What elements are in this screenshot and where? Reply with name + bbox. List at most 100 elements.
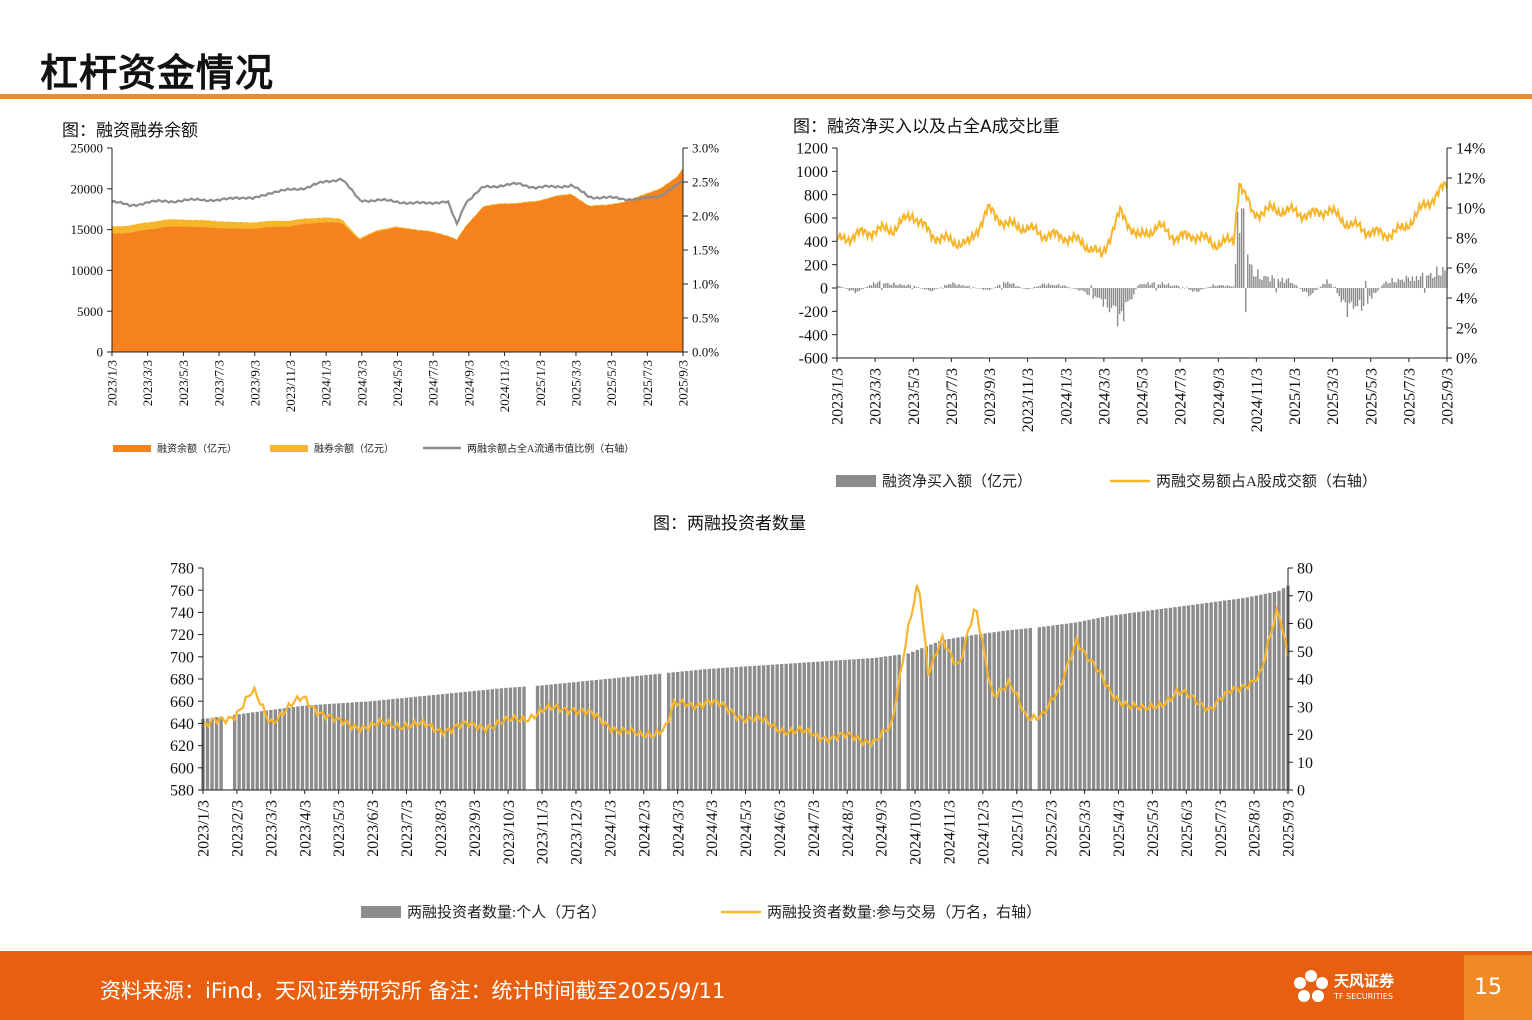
net-buy-bar (1271, 275, 1273, 288)
net-buy-bar (848, 288, 850, 291)
investor-bar (219, 716, 223, 790)
investor-bar (477, 690, 481, 790)
net-buy-bar (1419, 276, 1422, 288)
y-right-tick-label: 6% (1456, 261, 1477, 278)
net-buy-bar (1017, 286, 1019, 288)
investor-bar (892, 655, 897, 790)
investor-bar (1109, 615, 1114, 790)
net-buy-bar (1153, 282, 1155, 288)
net-buy-bar (1021, 287, 1023, 289)
investor-bar (368, 701, 372, 790)
net-buy-bar (1273, 278, 1275, 288)
net-buy-bar (1436, 266, 1438, 288)
investor-bar (924, 646, 929, 790)
net-buy-bar (1403, 281, 1405, 288)
investor-bar (721, 667, 725, 790)
net-buy-bar (958, 283, 960, 288)
investor-bar (1100, 617, 1105, 790)
x-tick-label: 2025/5/3 (1145, 800, 1162, 857)
investor-bar (992, 632, 996, 790)
net-buy-bar (840, 286, 842, 288)
net-buy-bar (1131, 288, 1133, 300)
net-buy-bar (1106, 288, 1109, 308)
net-buy-bar (903, 284, 905, 288)
investor-bar (1042, 626, 1046, 790)
investor-bar (314, 704, 318, 790)
net-buy-bar (1312, 288, 1314, 294)
net-buy-bar (1367, 288, 1369, 304)
x-tick-label: 2024/1/3 (602, 800, 619, 857)
investor-bar (1051, 625, 1055, 790)
x-tick-label: 2023/5/3 (906, 368, 923, 425)
x-tick-label: 2024/9/3 (874, 800, 891, 857)
investor-bar (296, 706, 300, 790)
series-trading-investors-line (202, 584, 1290, 748)
x-tick-label: 2025/4/3 (1111, 800, 1128, 857)
net-buy-bar (1230, 286, 1233, 288)
investor-bar (951, 638, 956, 790)
investor-bar (789, 663, 793, 790)
investor-bar (495, 688, 499, 790)
net-buy-bar (1423, 288, 1426, 293)
y-left-tick-label: 200 (804, 257, 828, 274)
chart2-title: 图：融资净买入以及占全A成交比重 (793, 117, 1060, 137)
investor-bar (553, 684, 558, 790)
x-tick-label: 2024/11/3 (942, 800, 959, 864)
net-buy-bar (1086, 288, 1088, 295)
net-buy-bar (1391, 277, 1393, 288)
net-buy-bar (1216, 285, 1218, 288)
y-right-tick-label: 60 (1297, 616, 1313, 633)
x-tick-label: 2025/3/3 (568, 360, 583, 406)
investor-bar (1182, 605, 1186, 790)
net-buy-bar (1068, 287, 1070, 288)
investor-bar (558, 683, 562, 790)
net-buy-bar (1137, 285, 1139, 288)
net-buy-bar (1110, 288, 1113, 309)
investor-bar (1164, 608, 1168, 790)
net-buy-bar (1005, 283, 1007, 288)
investor-bar (929, 644, 933, 790)
x-tick-label: 2025/3/3 (1077, 800, 1094, 857)
net-buy-bar (1269, 281, 1271, 288)
net-buy-bar (946, 285, 948, 288)
investor-bar (920, 648, 924, 790)
net-buy-bar (1253, 276, 1255, 288)
net-buy-bar (992, 287, 995, 289)
chart3-title: 图：两融投资者数量 (653, 514, 806, 534)
investor-bar (472, 690, 476, 790)
net-buy-bar (970, 288, 972, 289)
investor-bar (1213, 601, 1218, 790)
net-buy-bar (1041, 283, 1044, 288)
x-tick-label: 2025/1/3 (1009, 800, 1026, 857)
investor-bar (1204, 602, 1209, 790)
flower-logo-icon (1294, 970, 1328, 1002)
net-buy-bar (1125, 288, 1127, 303)
y-right-tick-label: 0.5% (692, 311, 719, 326)
y-right-tick-label: 8% (1456, 231, 1477, 248)
net-buy-bar (862, 288, 865, 289)
net-buy-bar (1184, 288, 1186, 289)
net-buy-bar (1277, 278, 1279, 288)
x-tick-label: 2023/8/3 (433, 800, 450, 857)
net-buy-bar (964, 286, 966, 288)
investor-bar (246, 712, 250, 790)
x-tick-label: 2024/9/3 (1211, 368, 1228, 425)
x-tick-label: 2025/1/3 (533, 360, 548, 406)
y-left-tick-label: 660 (170, 694, 194, 711)
net-buy-bar (1023, 288, 1025, 289)
investor-bar (237, 714, 241, 790)
y-left-tick-label: 800 (804, 187, 828, 204)
y-right-tick-label: 14% (1456, 141, 1485, 158)
investor-bar (1146, 610, 1150, 790)
x-tick-label: 2023/7/3 (944, 368, 961, 425)
net-buy-bar (942, 288, 944, 289)
net-buy-bar (1173, 285, 1176, 288)
investor-bar (481, 690, 485, 790)
y-left-tick-label: 740 (170, 605, 194, 622)
net-buy-bar (1194, 288, 1196, 291)
net-buy-bar (921, 288, 924, 289)
net-buy-bar (899, 283, 901, 288)
y-right-tick-label: 3.0% (692, 141, 719, 156)
net-buy-bar (1371, 288, 1373, 299)
legend-swatch (113, 445, 151, 452)
